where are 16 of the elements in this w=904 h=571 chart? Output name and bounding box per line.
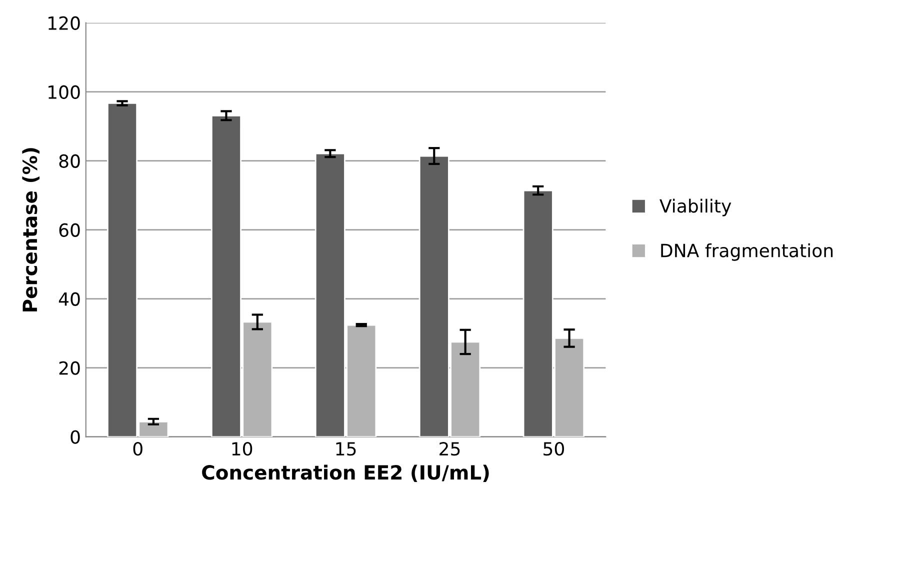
y-tick-label: 0 bbox=[70, 430, 80, 444]
y-tick-label: 100 bbox=[48, 85, 80, 99]
y-tick-label: 80 bbox=[59, 154, 80, 168]
y-tick-label: 40 bbox=[58, 292, 80, 306]
x-tick-label: 50 bbox=[544, 442, 564, 456]
x-tick-label: 0 bbox=[133, 442, 142, 456]
legend-label: Viability bbox=[660, 198, 732, 216]
y-axis-title: Percentase (%) bbox=[22, 148, 40, 312]
x-tick-label: 15 bbox=[336, 442, 356, 456]
x-tick-label: 25 bbox=[440, 442, 460, 456]
legend-label: DNA fragmentation bbox=[661, 243, 833, 261]
x-tick-label: 10 bbox=[232, 442, 252, 456]
y-tick-label: 20 bbox=[59, 361, 80, 375]
y-tick-label: 60 bbox=[59, 223, 80, 237]
y-tick-label: 120 bbox=[48, 16, 80, 30]
x-axis-title: Concentration EE2 (IU/mL) bbox=[202, 464, 489, 482]
